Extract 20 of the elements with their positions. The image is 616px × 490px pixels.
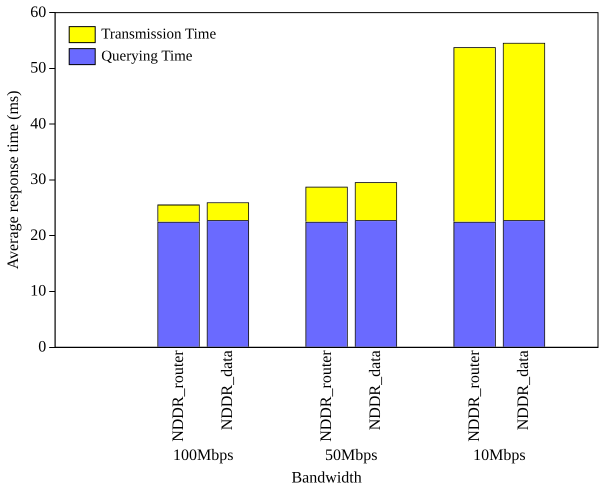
x-tick-label: NDDR_router <box>466 350 483 442</box>
legend-label: Querying Time <box>101 48 193 65</box>
text: 10Mbps <box>473 447 526 464</box>
y-tick-label: 60 <box>30 4 46 21</box>
text: 50Mbps <box>325 447 378 464</box>
x-tick-label: NDDR_data <box>367 350 384 430</box>
y-tick-label: 50 <box>30 60 46 77</box>
x-axis-title: Bandwidth <box>291 470 362 487</box>
x-tick-label: NDDR_data <box>515 350 532 430</box>
x-tick-label: NDDR_router <box>170 350 187 442</box>
y-tick-label: 20 <box>30 226 46 244</box>
legend-label: Transmission Time <box>101 26 216 43</box>
y-tick-label: 30 <box>30 171 46 188</box>
x-tick-label: NDDR_router <box>318 350 335 442</box>
y-tick-label: 0 <box>38 338 46 356</box>
x-tick-label: NDDR_data <box>219 350 236 430</box>
y-tick-label: 10 <box>30 282 46 300</box>
y-tick-label: 40 <box>30 115 46 132</box>
text: 100Mbps <box>173 447 234 464</box>
y-axis-title: Average response time (ms) <box>4 90 22 270</box>
